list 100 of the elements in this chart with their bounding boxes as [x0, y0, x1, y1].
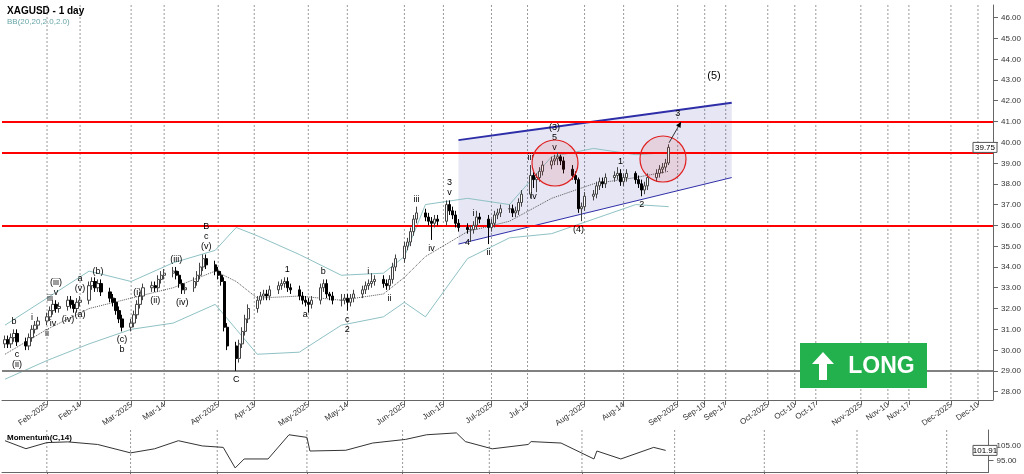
candlestick: [469, 224, 472, 243]
candlestick: [280, 278, 283, 291]
annotation: ii: [486, 247, 491, 258]
y-tick-label: 31.00: [1000, 324, 1022, 334]
candlestick: [205, 253, 208, 270]
candlestick: [646, 172, 649, 191]
candlestick: [96, 278, 100, 293]
candlestick: [346, 293, 349, 312]
candlestick: [325, 278, 328, 299]
annotation: (i): [133, 287, 142, 298]
candlestick: [604, 172, 607, 189]
candlestick: [163, 268, 166, 280]
y-tick-label: 41.00: [1000, 116, 1022, 126]
annotation: iv: [49, 317, 57, 328]
y-tick-label: 43.00: [1000, 75, 1022, 85]
annotation: (a): [74, 309, 86, 320]
annotation: b: [11, 316, 17, 327]
y-tick-label: 42.00: [1000, 96, 1022, 106]
candlestick: [430, 216, 433, 241]
annotation: b: [320, 266, 326, 277]
annotation: LONG: [848, 352, 915, 379]
candlestick: [154, 281, 157, 293]
y-tick-label: 28.00: [1000, 387, 1022, 397]
y-tick-label: 35.00: [1000, 241, 1022, 251]
candlestick: [550, 156, 553, 170]
candlestick: [448, 199, 451, 216]
annotation: i: [367, 266, 370, 277]
candlestick: [595, 181, 598, 199]
candlestick: [493, 210, 496, 228]
y-tick-label: 29.00: [1000, 366, 1022, 376]
candlestick: [532, 170, 535, 189]
candlestick: [385, 278, 388, 291]
candlestick: [370, 272, 373, 289]
annotation: (iii): [50, 277, 63, 288]
annotation: 101.91: [972, 445, 998, 455]
candlestick: [99, 278, 103, 297]
y-tick-label: 105.00: [996, 441, 1022, 451]
annotation: c: [203, 231, 209, 242]
annotation: (iv): [175, 296, 189, 307]
candlestick: [277, 281, 280, 295]
annotation: 3: [675, 108, 681, 119]
annotation: 2: [344, 323, 350, 334]
candlestick: [331, 291, 334, 305]
annotation: (c): [116, 334, 128, 345]
annotation: iv: [428, 242, 436, 253]
annotation: (iii): [170, 253, 183, 264]
candlestick: [319, 283, 322, 305]
chart-title: XAGUSD - 1 day: [7, 4, 85, 16]
candlestick: [48, 305, 52, 322]
candlestick: [286, 276, 289, 293]
candlestick: [87, 281, 91, 305]
candlestick: [553, 154, 556, 166]
annotation: C: [232, 373, 240, 384]
candlestick: [24, 337, 28, 351]
candlestick: [511, 204, 514, 218]
annotation: (v): [200, 241, 212, 252]
candlestick: [343, 293, 346, 305]
y-tick-label: 34.00: [1000, 262, 1022, 272]
candlestick: [3, 335, 7, 349]
candlestick: [445, 199, 448, 226]
annotation: i: [31, 312, 34, 323]
candlestick: [361, 285, 364, 299]
annotation: ii: [387, 292, 392, 303]
candlestick: [36, 316, 40, 330]
candlestick: [424, 208, 427, 222]
annotation: v: [53, 287, 59, 298]
annotation: iv: [530, 190, 538, 201]
candlestick: [466, 222, 469, 235]
annotation: iii: [413, 193, 420, 204]
candlestick: [478, 212, 481, 224]
annotation: 1: [284, 264, 290, 275]
annotation: (ii): [150, 294, 161, 305]
annotation: 5: [552, 131, 558, 142]
candlestick: [265, 289, 268, 301]
candlestick: [93, 276, 97, 293]
y-tick-label: 46.00: [1000, 12, 1022, 22]
candlestick: [262, 289, 265, 301]
candlestick: [634, 170, 637, 185]
candlestick: [66, 295, 70, 312]
candlestick: [349, 293, 352, 307]
candlestick: [235, 341, 238, 372]
annotation: a: [302, 309, 308, 320]
y-tick-label: 95.00: [996, 455, 1018, 465]
candlestick: [658, 164, 661, 179]
candlestick: [310, 295, 313, 310]
candlestick: [619, 168, 622, 187]
candlestick: [436, 214, 439, 226]
y-tick-label: 36.00: [1000, 220, 1022, 230]
candlestick: [625, 168, 628, 183]
candlestick: [556, 152, 559, 166]
candlestick: [403, 241, 406, 264]
annotation: c: [345, 313, 351, 324]
candlestick: [373, 274, 376, 287]
candlestick: [57, 301, 61, 314]
candlestick: [283, 276, 286, 289]
label-box: LONG: [800, 343, 927, 388]
annotation: 39.75: [974, 142, 996, 152]
y-tick-label: 39.00: [1000, 158, 1022, 168]
y-tick-label: 40.00: [1000, 137, 1022, 147]
y-tick-label: 44.00: [1000, 54, 1022, 64]
